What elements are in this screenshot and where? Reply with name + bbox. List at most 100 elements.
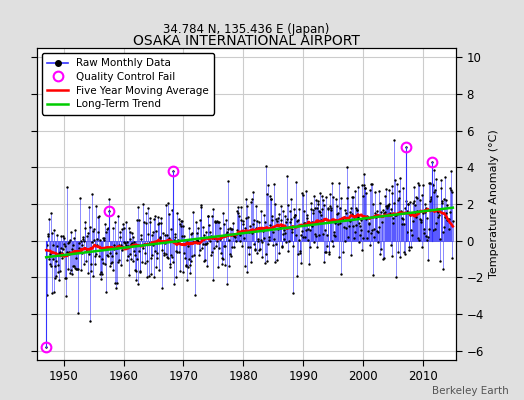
Point — [312, 244, 321, 250]
Point — [216, 250, 225, 256]
Point — [391, 177, 399, 184]
Point — [321, 248, 330, 255]
Point — [237, 216, 245, 223]
Point — [442, 197, 450, 203]
Point — [332, 203, 341, 210]
Point — [86, 260, 95, 267]
Point — [266, 193, 275, 200]
Point — [365, 221, 373, 227]
Point — [383, 202, 391, 209]
Point — [401, 205, 410, 212]
Point — [126, 229, 135, 235]
Point — [146, 214, 154, 221]
Point — [166, 260, 174, 267]
Point — [193, 230, 202, 236]
Point — [92, 251, 100, 258]
Point — [115, 242, 123, 248]
Point — [48, 230, 56, 236]
Point — [278, 244, 287, 251]
Point — [205, 221, 213, 228]
Point — [206, 238, 214, 244]
Point — [325, 250, 333, 257]
Point — [179, 222, 187, 229]
Point — [135, 248, 143, 254]
Point — [113, 280, 121, 286]
Point — [169, 168, 177, 174]
Point — [101, 228, 110, 235]
Point — [447, 188, 456, 195]
Point — [405, 244, 413, 250]
Legend: Raw Monthly Data, Quality Control Fail, Five Year Moving Average, Long-Term Tren: Raw Monthly Data, Quality Control Fail, … — [42, 53, 214, 114]
Point — [323, 232, 331, 239]
Point — [308, 222, 316, 229]
Point — [192, 238, 201, 244]
Point — [165, 234, 173, 241]
Point — [216, 225, 224, 232]
Point — [107, 260, 115, 266]
Point — [181, 254, 190, 261]
Point — [410, 184, 419, 190]
Point — [234, 210, 242, 216]
Point — [192, 219, 200, 225]
Point — [239, 218, 247, 224]
Point — [70, 263, 78, 269]
Point — [206, 233, 215, 239]
Point — [324, 205, 332, 212]
Point — [127, 240, 135, 247]
Point — [241, 263, 249, 269]
Point — [241, 224, 249, 231]
Point — [263, 258, 271, 264]
Point — [94, 214, 102, 220]
Point — [297, 232, 305, 238]
Point — [307, 206, 315, 212]
Point — [71, 266, 80, 273]
Point — [43, 231, 52, 237]
Point — [294, 217, 302, 223]
Point — [125, 272, 133, 278]
Point — [264, 241, 272, 248]
Point — [149, 242, 158, 248]
Point — [42, 292, 51, 298]
Point — [289, 242, 298, 249]
Point — [364, 214, 372, 220]
Point — [439, 266, 447, 272]
Point — [163, 254, 172, 260]
Point — [221, 262, 229, 268]
Point — [319, 231, 328, 237]
Point — [419, 210, 428, 217]
Point — [233, 227, 242, 234]
Point — [254, 238, 263, 244]
Point — [316, 216, 325, 223]
Point — [324, 249, 333, 256]
Point — [244, 214, 252, 220]
Point — [367, 180, 375, 187]
Point — [207, 251, 215, 258]
Point — [235, 229, 243, 236]
Point — [155, 220, 163, 226]
Point — [100, 235, 108, 241]
Point — [248, 189, 257, 195]
Point — [376, 209, 385, 215]
Point — [336, 219, 344, 226]
Point — [159, 237, 167, 244]
Point — [92, 242, 101, 248]
Point — [352, 207, 361, 214]
Point — [143, 220, 151, 226]
Point — [346, 204, 355, 211]
Point — [189, 238, 197, 245]
Point — [300, 220, 309, 226]
Point — [285, 224, 293, 230]
Point — [379, 206, 387, 213]
Point — [202, 229, 210, 236]
Point — [420, 230, 429, 236]
Point — [78, 242, 86, 248]
Point — [282, 215, 291, 222]
Point — [346, 209, 354, 215]
Point — [257, 236, 266, 243]
Point — [147, 270, 155, 277]
Point — [44, 233, 52, 239]
Point — [366, 187, 374, 193]
Point — [272, 216, 280, 222]
Point — [438, 198, 446, 204]
Point — [204, 213, 213, 219]
